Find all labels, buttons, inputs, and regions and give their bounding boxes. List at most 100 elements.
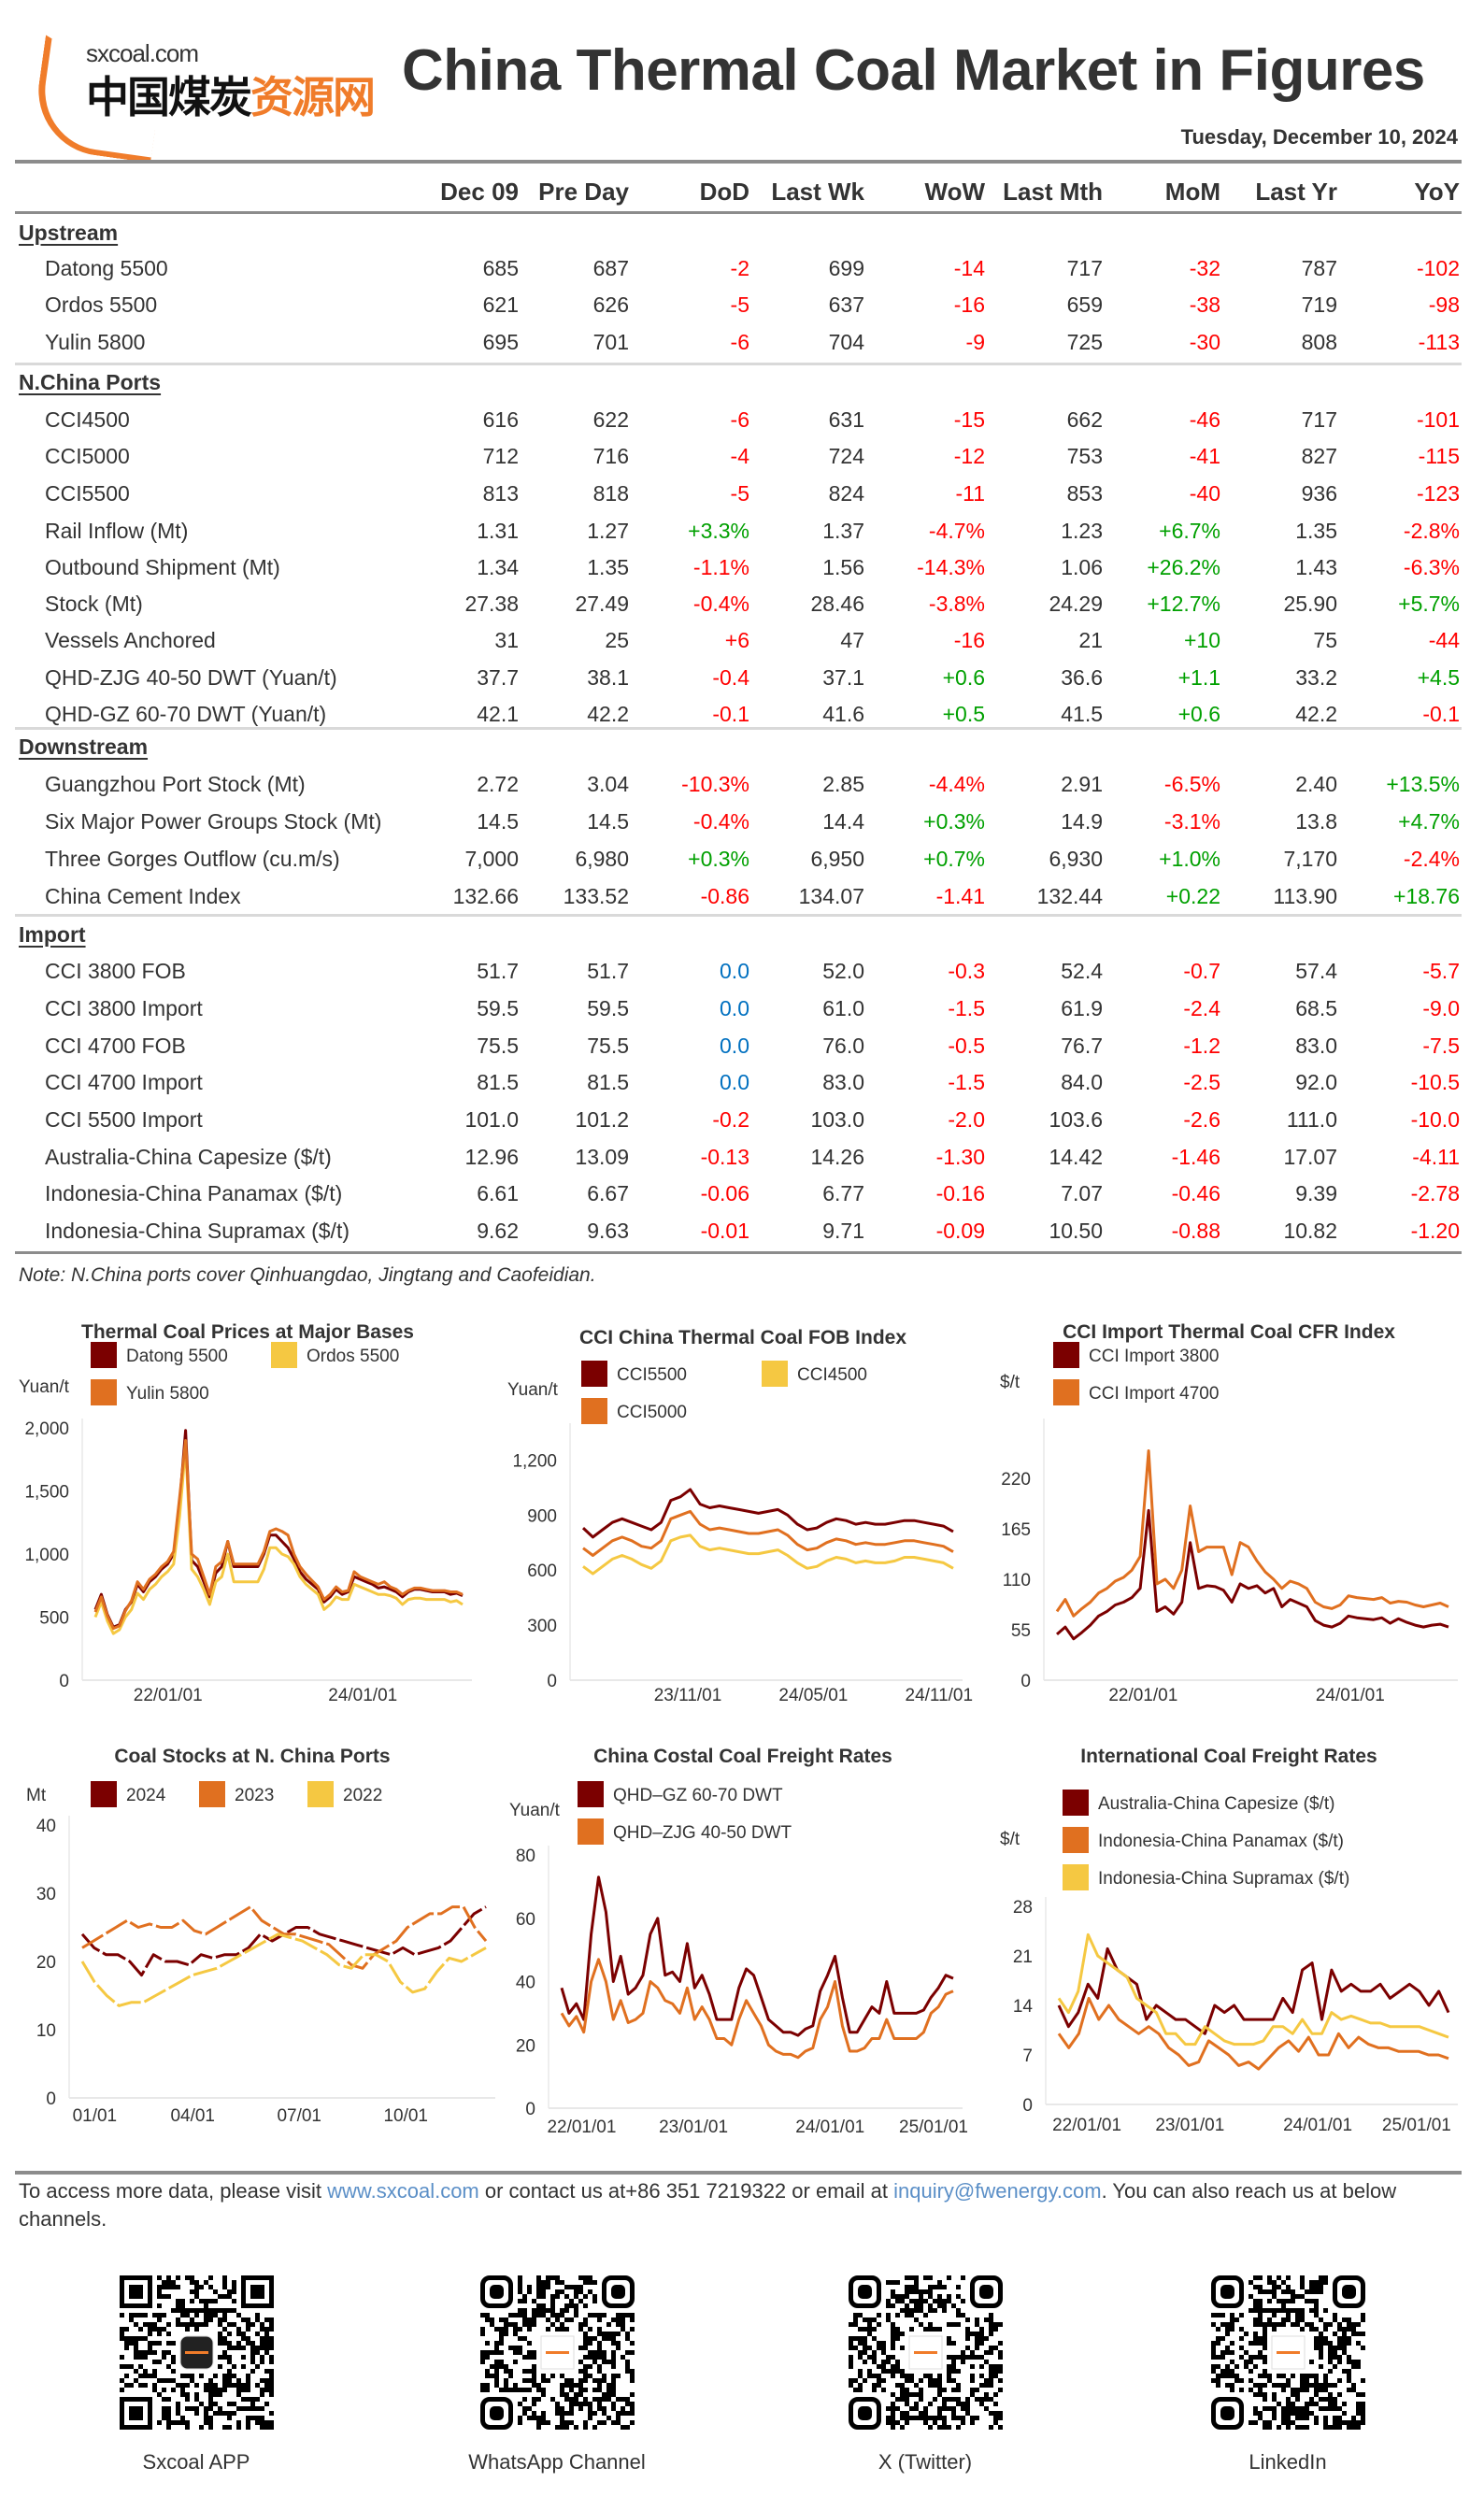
change-cell: -4	[730, 444, 749, 468]
legend-label: CCI Import 4700	[1089, 1384, 1219, 1404]
value-cell: 101.0	[464, 1107, 519, 1132]
x-tick-label: 23/11/01	[654, 1686, 722, 1705]
value-cell: 701	[592, 330, 629, 354]
x-tick-label: 22/01/01	[547, 2118, 616, 2137]
value-cell: 51.7	[587, 959, 629, 983]
series-line-2023	[81, 1905, 488, 1970]
contact-mid: or contact us at+86 351 7219322 or email…	[478, 2179, 894, 2203]
table-row: China Cement Index 132.66 133.52 -0.86 134.0…	[0, 884, 1484, 920]
change-cell: 0.0	[720, 1070, 749, 1094]
row-label: Ordos 5500	[45, 292, 158, 317]
change-cell: +26.2%	[1147, 555, 1220, 579]
value-cell: 712	[482, 444, 519, 468]
row-label: CCI 4700 FOB	[45, 1034, 186, 1058]
value-cell: 6,980	[575, 847, 629, 871]
table-row: CCI4500 616 622 -6 631 -15 662 -46 717 -101	[0, 407, 1484, 443]
qr-code-icon[interactable]	[480, 2275, 639, 2430]
value-cell: 631	[828, 407, 864, 432]
value-cell: 21	[1078, 628, 1103, 652]
change-cell: -12	[953, 444, 985, 468]
table-row: Yulin 5800 695 701 -6 704 -9 725 -30 808 -113	[0, 330, 1484, 365]
row-label: Indonesia-China Supramax ($/t)	[45, 1219, 350, 1243]
legend-label: Ordos 5500	[307, 1347, 399, 1366]
legend-label: Datong 5500	[126, 1347, 228, 1366]
y-tick-label: 60	[516, 1910, 535, 1930]
change-cell: -4.7%	[928, 519, 985, 543]
change-cell: -2.8%	[1403, 519, 1460, 543]
y-tick-label: 1,000	[24, 1546, 69, 1565]
row-label: Stock (Mt)	[45, 592, 143, 616]
table-row: Datong 5500 685 687 -2 699 -14 717 -32 787 -102	[0, 256, 1484, 292]
change-cell: -2.78	[1410, 1181, 1460, 1205]
legend-swatch	[91, 1342, 117, 1368]
legend-swatch	[1063, 1827, 1089, 1853]
channel-label: X (Twitter)	[878, 2450, 973, 2474]
change-cell: -0.16	[935, 1181, 985, 1205]
value-cell: 42.2	[1295, 702, 1337, 726]
value-cell: 59.5	[587, 996, 629, 1020]
change-cell: +0.3%	[923, 809, 985, 834]
change-cell: -2.0	[948, 1107, 985, 1132]
y-tick-label: 220	[1001, 1470, 1031, 1490]
value-cell: 622	[592, 407, 629, 432]
series-line-qhd-gz-60-70-dwt	[560, 1875, 954, 2037]
change-cell: -113	[1418, 330, 1460, 354]
change-cell: +12.7%	[1147, 592, 1220, 616]
qr-pattern	[120, 2275, 274, 2430]
legend-label: 2022	[343, 1786, 382, 1805]
chart-4: China Costal Coal Freight Rates Yuan/t QHD…	[491, 1729, 977, 2140]
value-cell: 6,950	[810, 847, 864, 871]
value-cell: 75.5	[477, 1034, 519, 1058]
legend-swatch	[1053, 1379, 1079, 1405]
x-tick-label: 24/11/01	[906, 1686, 974, 1705]
value-cell: 813	[482, 481, 519, 506]
y-tick-label: 30	[36, 1885, 56, 1904]
value-cell: 75	[1313, 628, 1337, 652]
value-cell: 1.56	[822, 555, 864, 579]
channel-label: LinkedIn	[1249, 2450, 1327, 2474]
change-cell: -0.1	[1422, 702, 1460, 726]
value-cell: 687	[592, 256, 629, 280]
change-cell: -0.09	[935, 1219, 985, 1243]
x-tick-label: 22/01/01	[1108, 1686, 1177, 1705]
value-cell: 27.38	[464, 592, 519, 616]
value-cell: 616	[482, 407, 519, 432]
change-cell: +10	[1183, 628, 1220, 652]
change-cell: -14.3%	[917, 555, 985, 579]
value-cell: 9.63	[587, 1219, 629, 1243]
website-link[interactable]: www.sxcoal.com	[327, 2179, 479, 2203]
value-cell: 14.42	[1049, 1145, 1103, 1169]
change-cell: -2.6	[1183, 1107, 1220, 1132]
y-tick-label: 600	[527, 1562, 557, 1581]
value-cell: 83.0	[822, 1070, 864, 1094]
value-cell: 41.6	[822, 702, 864, 726]
value-cell: 637	[828, 292, 864, 317]
table-row: Guangzhou Port Stock (Mt) 2.72 3.04 -10.3% 2…	[0, 772, 1484, 807]
row-label: Yulin 5800	[45, 330, 146, 354]
change-cell: -1.46	[1171, 1145, 1220, 1169]
value-cell: 61.9	[1061, 996, 1103, 1020]
change-cell: -30	[1189, 330, 1220, 354]
qr-code-icon[interactable]	[120, 2275, 278, 2430]
qr-code-icon[interactable]	[849, 2275, 1007, 2430]
email-link[interactable]: inquiry@fwenergy.com	[893, 2179, 1102, 2203]
value-cell: 92.0	[1295, 1070, 1337, 1094]
y-tick-label: 2,000	[24, 1419, 69, 1439]
series-line-australia-china-capesize-t-	[1057, 1947, 1450, 2035]
value-cell: 51.7	[477, 959, 519, 983]
chart-0: Thermal Coal Prices at Major Bases Yuan/t…	[0, 1308, 486, 1719]
table-row: CCI 4700 Import 81.5 81.5 0.0 83.0 -1.5 84.0 -2…	[0, 1070, 1484, 1105]
value-cell: 37.1	[822, 665, 864, 690]
qr-code-icon[interactable]	[1211, 2275, 1370, 2430]
value-cell: 134.07	[798, 884, 864, 908]
value-cell: 111.0	[1286, 1107, 1337, 1132]
value-cell: 695	[482, 330, 519, 354]
change-cell: -11	[955, 481, 985, 506]
value-cell: 699	[828, 256, 864, 280]
value-cell: 84.0	[1061, 1070, 1103, 1094]
chart-svg: CCI China Thermal Coal FOB Index Yuan/t CC…	[507, 1327, 974, 1705]
legend-label: 2024	[126, 1786, 166, 1805]
change-cell: -6.5%	[1163, 772, 1220, 796]
change-cell: -4.11	[1412, 1145, 1460, 1169]
legend-label: Indonesia-China Panamax ($/t)	[1098, 1832, 1344, 1851]
